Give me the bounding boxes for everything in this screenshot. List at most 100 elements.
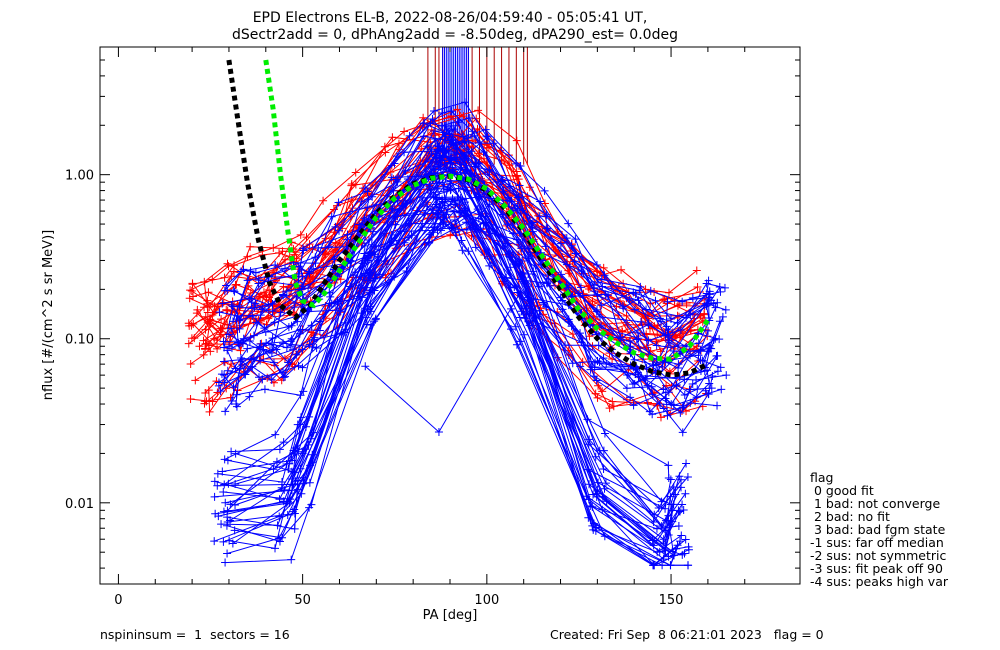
data-point-marker <box>681 489 690 498</box>
data-point-marker <box>675 333 684 342</box>
data-point-marker <box>186 359 195 368</box>
data-point-marker <box>424 239 433 248</box>
data-point-marker <box>221 558 230 567</box>
data-point-marker <box>696 356 705 365</box>
data-point-marker <box>506 263 515 272</box>
data-point-marker <box>447 107 456 116</box>
data-point-marker <box>394 139 403 148</box>
data-point-marker <box>515 313 524 322</box>
legend-item: -4 sus: peaks high var <box>810 574 949 589</box>
data-point-marker <box>456 208 465 217</box>
data-point-marker <box>599 263 608 272</box>
data-point-marker <box>305 412 314 421</box>
data-point-marker <box>214 512 223 521</box>
data-point-marker <box>441 132 450 141</box>
data-point-marker <box>419 113 428 122</box>
data-point-marker <box>258 304 267 313</box>
data-point-marker <box>618 302 627 311</box>
data-point-marker <box>222 521 231 530</box>
data-point-marker <box>268 334 277 343</box>
data-point-marker <box>279 291 288 300</box>
data-point-marker <box>190 334 199 343</box>
data-point-marker <box>694 351 703 360</box>
data-point-marker <box>447 121 456 130</box>
data-point-marker <box>455 111 464 120</box>
data-point-marker <box>188 292 197 301</box>
data-point-marker <box>590 363 599 372</box>
data-point-marker <box>229 383 238 392</box>
data-point-marker <box>281 264 290 273</box>
data-point-marker <box>427 145 436 154</box>
data-point-marker <box>713 367 722 376</box>
data-point-marker <box>474 106 483 115</box>
data-point-marker <box>682 459 691 468</box>
data-point-marker <box>254 279 263 288</box>
data-point-marker <box>231 501 240 510</box>
data-point-marker <box>678 297 687 306</box>
data-point-marker <box>327 212 336 221</box>
data-point-marker <box>674 364 683 373</box>
data-point-marker <box>217 520 226 529</box>
data-point-marker <box>208 397 217 406</box>
legend-item: 2 bad: no fit <box>810 509 890 524</box>
data-point-marker <box>708 372 717 381</box>
data-point-marker <box>496 146 505 155</box>
data-point-marker <box>276 308 285 317</box>
data-point-marker <box>688 379 697 388</box>
data-point-marker <box>617 265 626 274</box>
data-point-marker <box>582 492 591 501</box>
data-point-marker <box>558 296 567 305</box>
data-point-marker <box>458 246 467 255</box>
data-point-marker <box>221 407 230 416</box>
footer-left: nspininsum = 1 sectors = 16 <box>100 627 290 642</box>
data-point-marker <box>290 250 299 259</box>
data-point-marker <box>700 367 709 376</box>
data-point-marker <box>229 286 238 295</box>
x-tick-label: 0 <box>114 593 122 608</box>
data-point-marker <box>674 522 683 531</box>
data-point-marker <box>230 287 239 296</box>
data-point-marker <box>506 182 515 191</box>
data-point-marker <box>225 330 234 339</box>
data-point-marker <box>570 257 579 266</box>
data-point-marker <box>301 445 310 454</box>
data-point-marker <box>650 510 659 519</box>
data-point-marker <box>186 395 195 404</box>
data-point-marker <box>370 250 379 259</box>
data-point-marker <box>600 271 609 280</box>
data-point-marker <box>625 295 634 304</box>
data-point-marker <box>683 473 692 482</box>
data-point-marker <box>686 398 695 407</box>
data-point-marker <box>540 186 549 195</box>
data-point-marker <box>311 259 320 268</box>
data-point-marker <box>236 315 245 324</box>
data-point-marker <box>454 118 463 127</box>
data-point-marker <box>707 384 716 393</box>
chart-title: EPD Electrons EL-B, 2022-08-26/04:59:40 … <box>253 10 648 26</box>
data-point-marker <box>524 254 533 263</box>
data-point-marker <box>243 276 252 285</box>
data-point-marker <box>633 328 642 337</box>
data-point-marker <box>568 359 577 368</box>
data-point-marker <box>542 277 551 286</box>
data-point-marker <box>223 456 232 465</box>
data-point-marker <box>655 314 664 323</box>
data-point-marker <box>247 298 256 307</box>
data-point-marker <box>622 384 631 393</box>
data-point-marker <box>485 165 494 174</box>
data-point-marker <box>256 292 265 301</box>
data-point-marker <box>693 283 702 292</box>
data-point-marker <box>429 107 438 116</box>
data-point-marker <box>658 363 667 372</box>
data-point-marker <box>597 301 606 310</box>
series-line <box>227 122 711 337</box>
data-point-marker <box>429 215 438 224</box>
data-point-marker <box>275 248 284 257</box>
data-point-marker <box>268 307 277 316</box>
data-point-marker <box>632 335 641 344</box>
series-line <box>239 158 711 368</box>
data-point-marker <box>195 342 204 351</box>
data-point-marker <box>448 163 457 172</box>
data-point-marker <box>543 224 552 233</box>
data-point-marker <box>522 304 531 313</box>
